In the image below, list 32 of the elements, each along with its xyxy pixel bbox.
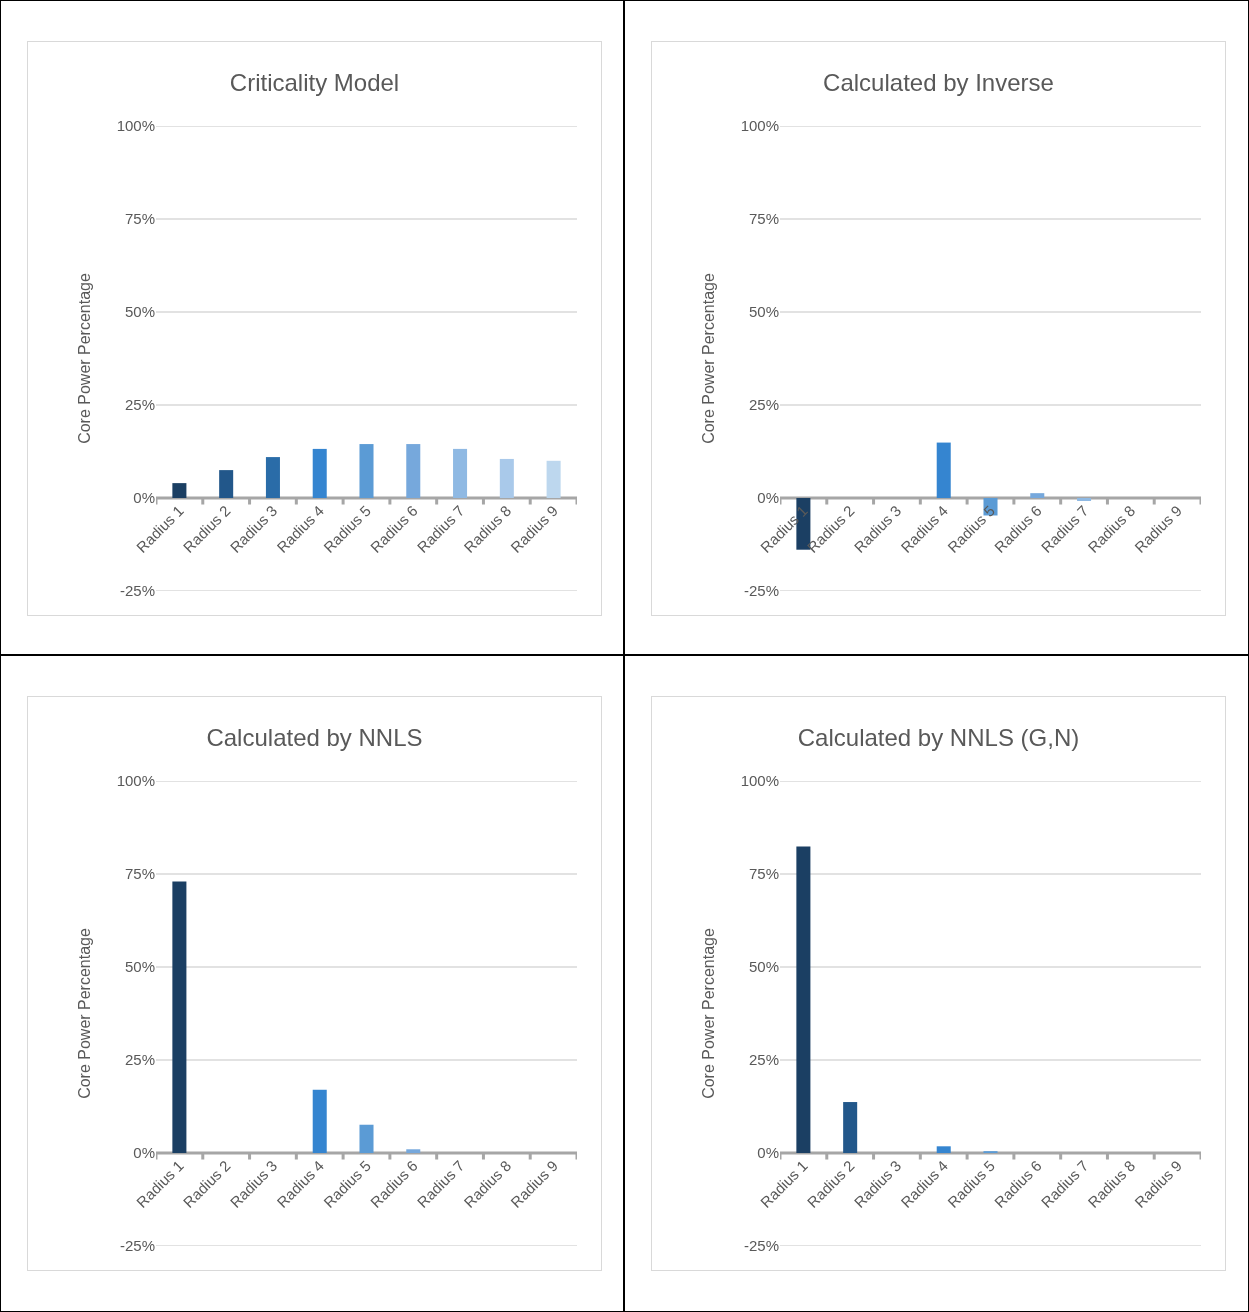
y-tick-label: -25% — [119, 1237, 155, 1255]
y-tick-label: 25% — [748, 1051, 779, 1069]
y-tick-label: 100% — [116, 772, 155, 790]
y-axis-title: Core Power Percentage — [699, 273, 717, 444]
y-tick-label: 25% — [124, 1051, 155, 1069]
y-tick-label: 0% — [133, 489, 155, 507]
y-axis-title: Core Power Percentage — [699, 928, 717, 1099]
y-tick-label: 75% — [748, 210, 779, 228]
y-tick-label: 75% — [124, 865, 155, 883]
y-tick-label: 0% — [757, 1144, 779, 1162]
y-tick-label: 75% — [748, 865, 779, 883]
y-tick-label: 100% — [740, 117, 779, 135]
y-tick-label: 100% — [116, 117, 155, 135]
y-tick-label: 50% — [124, 958, 155, 976]
y-tick-label: 50% — [748, 958, 779, 976]
y-tick-label: 25% — [748, 396, 779, 414]
y-tick-label: 50% — [748, 303, 779, 321]
chart-title: Calculated by NNLS — [206, 723, 423, 751]
y-tick-label: 75% — [124, 210, 155, 228]
y-tick-label: 100% — [740, 772, 779, 790]
chart-title: Calculated by NNLS (G,N) — [797, 723, 1080, 751]
y-axis-title: Core Power Percentage — [75, 928, 93, 1099]
y-tick-label: -25% — [743, 1237, 779, 1255]
y-tick-label: 0% — [133, 1144, 155, 1162]
y-tick-label: 25% — [124, 396, 155, 414]
chart-title: Calculated by Inverse — [823, 68, 1054, 96]
y-tick-label: 0% — [757, 489, 779, 507]
chart-title: Criticality Model — [229, 68, 400, 96]
y-axis-title: Core Power Percentage — [75, 273, 93, 444]
y-tick-label: 50% — [124, 303, 155, 321]
y-tick-label: -25% — [743, 582, 779, 600]
y-tick-label: -25% — [119, 582, 155, 600]
